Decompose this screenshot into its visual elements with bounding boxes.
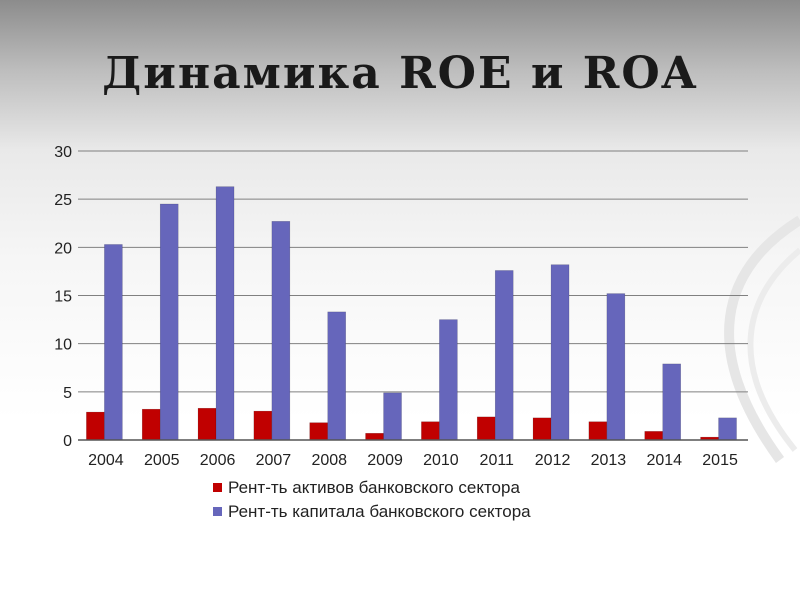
- roa-bar: [309, 422, 328, 441]
- x-tick-label: 2010: [423, 452, 459, 469]
- roe-bar: [159, 203, 179, 441]
- legend-label: Рент-ть капитала банковского сектора: [228, 502, 531, 521]
- y-axis-ticks: 0 5 10 15 20 25 30: [54, 144, 72, 450]
- roa-bar: [588, 421, 608, 441]
- legend: Рент-ть активов банковского сектора Рент-…: [213, 478, 531, 521]
- roa-bar: [644, 431, 663, 441]
- roe-bar: [104, 244, 123, 441]
- roa-bar: [197, 407, 217, 441]
- x-tick-label: 2015: [702, 452, 738, 469]
- y-tick-label: 10: [54, 337, 72, 354]
- roa-bar: [476, 416, 496, 441]
- roe-bar: [494, 270, 514, 441]
- x-tick-label: 2012: [535, 452, 571, 469]
- x-tick-label: 2009: [367, 452, 403, 469]
- x-tick-label: 2004: [88, 452, 124, 469]
- y-tick-label: 5: [63, 385, 72, 402]
- roe-bar: [550, 264, 570, 441]
- roa-bar: [86, 411, 105, 441]
- roa-bar: [365, 433, 384, 441]
- roa-bar: [141, 408, 161, 441]
- roe-bar: [439, 319, 458, 441]
- y-tick-label: 20: [54, 240, 72, 257]
- y-tick-label: 0: [63, 433, 72, 450]
- legend-label: Рент-ть активов банковского сектора: [228, 478, 520, 497]
- roa-bar: [253, 410, 273, 441]
- x-tick-label: 2014: [646, 452, 682, 469]
- roa-bar: [421, 421, 440, 441]
- legend-swatch: [213, 483, 222, 492]
- x-tick-label: 2008: [311, 452, 347, 469]
- y-tick-label: 30: [54, 144, 72, 161]
- legend-swatch: [213, 507, 222, 516]
- roe-bar: [271, 221, 291, 441]
- roe-bar: [383, 392, 402, 441]
- slide-title: Динамика ROE и ROA: [102, 48, 698, 99]
- y-tick-label: 25: [54, 192, 72, 209]
- x-tick-label: 2013: [591, 452, 627, 469]
- x-axis-ticks: 2004 2005 2006 2007 2008 2009 2010 2011 2012 2013…: [78, 439, 748, 469]
- roe-bar: [215, 186, 235, 441]
- x-tick-label: 2011: [480, 452, 515, 469]
- roe-bar: [662, 363, 681, 441]
- roa-bar: [532, 417, 552, 441]
- y-tick-label: 15: [54, 289, 72, 306]
- roe-bar: [327, 311, 346, 441]
- roe-bar: [606, 293, 626, 441]
- x-tick-label: 2005: [144, 452, 180, 469]
- decorative-swoosh: [724, 215, 800, 463]
- grid-lines: [78, 150, 748, 441]
- x-tick-label: 2007: [256, 452, 292, 469]
- x-tick-label: 2006: [200, 452, 236, 469]
- roe-bar: [718, 417, 737, 441]
- bars: [86, 186, 737, 441]
